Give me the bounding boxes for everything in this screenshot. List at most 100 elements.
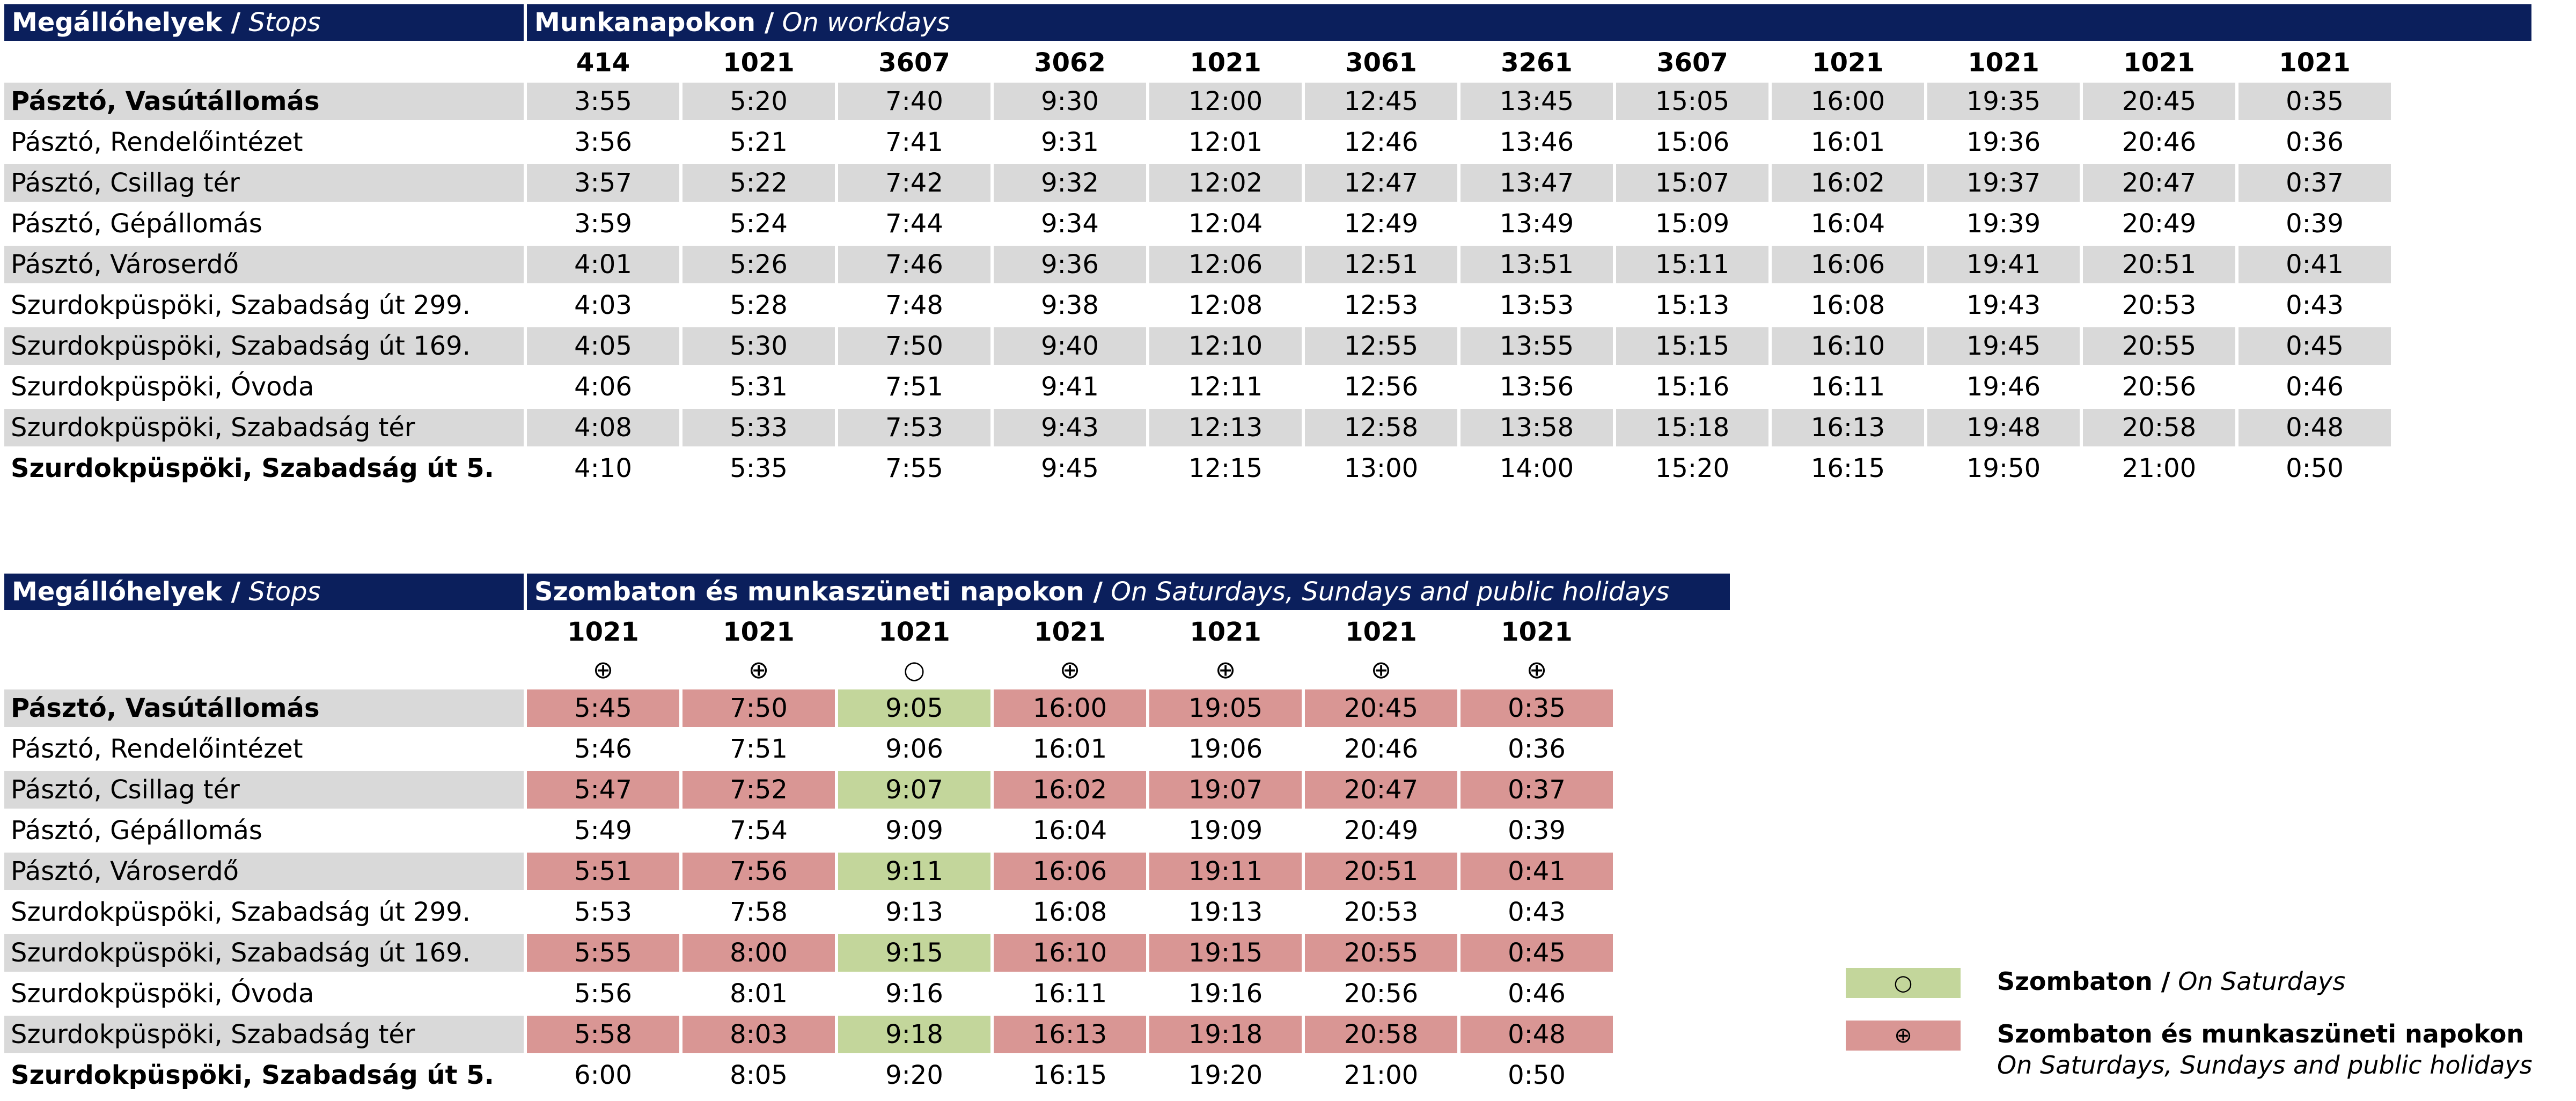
departure-time: 0:46 <box>1508 979 1566 1009</box>
circle-icon: ○ <box>903 655 926 684</box>
departure-time: 7:58 <box>730 897 788 927</box>
departure-time: 16:02 <box>994 771 1146 809</box>
circled-plus-icon: ⊕ <box>748 655 769 684</box>
departure-time: 19:06 <box>1188 734 1263 764</box>
stop-name: Pásztó, Vasútállomás <box>4 689 524 727</box>
stop-name: Szurdokpüspöki, Szabadság út 299. <box>11 290 471 320</box>
symbol-spacer <box>4 652 524 687</box>
departure-time: 5:58 <box>527 1016 679 1053</box>
legend-label-saturday: Szombaton / On Saturdays <box>1997 966 2345 997</box>
trip-number: 1021 <box>1190 617 1261 647</box>
departure-time: 5:51 <box>527 853 679 890</box>
departure-time: 0:45 <box>1461 934 1613 972</box>
departure-time: 0:37 <box>2239 164 2391 202</box>
departure-time: 7:56 <box>682 853 835 890</box>
circle-icon: ○ <box>1894 971 1913 995</box>
legend-label-bold: Szombaton / <box>1997 967 2170 996</box>
stop-name: Pásztó, Városerdő <box>4 246 524 283</box>
trip-number: 1021 <box>1812 48 1884 78</box>
departure-time: 20:49 <box>2122 209 2197 239</box>
departure-time: 20:51 <box>2083 246 2235 283</box>
departure-time: 12:47 <box>1305 164 1457 202</box>
legend-item-saturday: ○ Szombaton / On Saturdays <box>1846 966 2565 998</box>
trip-number: 1021 <box>567 617 639 647</box>
circled-plus-icon: ⊕ <box>1894 1023 1912 1048</box>
departure-time: 7:46 <box>838 246 990 283</box>
departure-time: 20:58 <box>2083 409 2235 446</box>
departure-time: 9:32 <box>994 164 1146 202</box>
stop-name: Szurdokpüspöki, Óvoda <box>11 979 314 1009</box>
departure-time: 5:49 <box>574 816 632 846</box>
weekend-grid: 1021 1021 1021 1021 1021 1021 1021 ⊕ ⊕ ○ ⊕ ⊕ ⊕ ⊕ Pászt… <box>4 610 1730 1097</box>
trip-number: 3062 <box>1034 48 1106 78</box>
departure-time: 0:45 <box>2239 327 2391 365</box>
departure-time: 16:06 <box>1772 246 1924 283</box>
stop-name: Pásztó, Csillag tér <box>4 771 524 809</box>
workday-title-italic: On workdays <box>782 8 950 38</box>
departure-time: 20:46 <box>2122 127 2197 157</box>
departure-time: 12:06 <box>1149 246 1302 283</box>
departure-time: 0:48 <box>1461 1016 1613 1053</box>
trip-number: 1021 <box>723 617 795 647</box>
departure-time: 19:37 <box>1927 164 2080 202</box>
departure-time: 12:15 <box>1188 453 1263 483</box>
departure-time: 9:20 <box>885 1060 943 1090</box>
departure-time: 12:56 <box>1344 372 1419 402</box>
departure-time: 20:46 <box>1344 734 1419 764</box>
stops-header: Megállóhelyek / Stops <box>4 4 524 41</box>
stop-name: Szurdokpüspöki, Óvoda <box>11 372 314 402</box>
departure-time: 13:51 <box>1461 246 1613 283</box>
departure-time: 16:13 <box>994 1016 1146 1053</box>
trip-number: 1021 <box>723 48 795 78</box>
departure-time: 19:43 <box>1966 290 2041 320</box>
departure-time: 15:15 <box>1616 327 1768 365</box>
departure-time: 8:00 <box>682 934 835 972</box>
departure-time: 5:47 <box>527 771 679 809</box>
departure-time: 16:13 <box>1772 409 1924 446</box>
departure-time: 12:02 <box>1149 164 1302 202</box>
departure-time: 4:06 <box>574 372 632 402</box>
departure-time: 13:53 <box>1499 290 1574 320</box>
departure-time: 7:51 <box>730 734 788 764</box>
departure-time: 12:01 <box>1188 127 1263 157</box>
departure-time: 0:35 <box>1461 689 1613 727</box>
trip-number: 1021 <box>1345 617 1417 647</box>
departure-time: 5:55 <box>527 934 679 972</box>
departure-time: 19:18 <box>1149 1016 1302 1053</box>
stop-name: Szurdokpüspöki, Szabadság tér <box>4 1016 524 1053</box>
departure-time: 12:45 <box>1305 83 1457 120</box>
stop-name: Pásztó, Rendelőintézet <box>11 127 303 157</box>
trip-number-spacer <box>4 45 524 80</box>
departure-time: 3:59 <box>574 209 632 239</box>
trip-number: 414 <box>576 48 630 78</box>
departure-time: 9:06 <box>885 734 943 764</box>
stop-name: Pásztó, Vasútállomás <box>4 83 524 120</box>
departure-time: 5:46 <box>574 734 632 764</box>
departure-time: 5:31 <box>730 372 788 402</box>
departure-time: 19:07 <box>1149 771 1302 809</box>
departure-time: 15:05 <box>1616 83 1768 120</box>
departure-time: 20:47 <box>2083 164 2235 202</box>
departure-time: 16:06 <box>994 853 1146 890</box>
departure-time: 16:10 <box>1772 327 1924 365</box>
departure-time: 16:04 <box>1032 816 1107 846</box>
departure-time: 15:11 <box>1616 246 1768 283</box>
departure-time: 3:56 <box>574 127 632 157</box>
departure-time: 12:51 <box>1305 246 1457 283</box>
trip-number: 3061 <box>1345 48 1417 78</box>
departure-time: 19:11 <box>1149 853 1302 890</box>
departure-time: 16:11 <box>1810 372 1885 402</box>
legend-item-weekend-holiday: ⊕ Szombaton és munkaszüneti napokon On S… <box>1846 1018 2565 1081</box>
departure-time: 3:57 <box>527 164 679 202</box>
departure-time: 7:41 <box>885 127 943 157</box>
departure-time: 13:46 <box>1499 127 1574 157</box>
departure-time: 8:05 <box>730 1060 788 1090</box>
trip-number: 1021 <box>878 617 950 647</box>
weekend-title-bold: Szombaton és munkaszüneti napokon / <box>534 577 1103 607</box>
workday-title: Munkanapokon / On workdays <box>527 4 2531 41</box>
stops-header-italic: Stops <box>248 8 321 38</box>
departure-time: 19:45 <box>1927 327 2080 365</box>
departure-time: 7:40 <box>838 83 990 120</box>
departure-time: 5:35 <box>730 453 788 483</box>
departure-time: 9:45 <box>1041 453 1099 483</box>
